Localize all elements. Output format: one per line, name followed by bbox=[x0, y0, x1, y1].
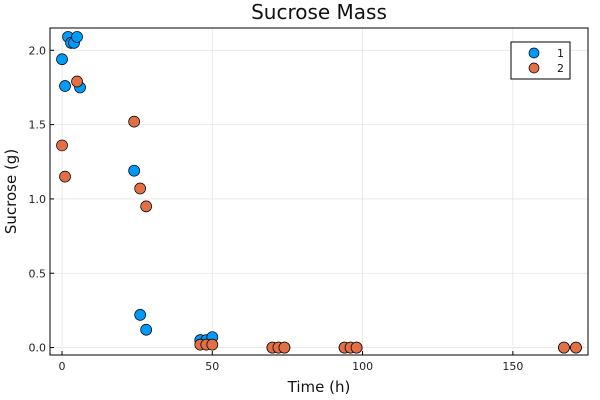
series-2-point bbox=[570, 341, 582, 354]
data-points bbox=[56, 31, 582, 354]
x-tick-label: 100 bbox=[352, 360, 373, 373]
plot-frame bbox=[49, 27, 589, 356]
y-tick-label: 2.0 bbox=[29, 44, 47, 57]
series-2-point bbox=[558, 341, 570, 354]
series-2-point bbox=[71, 75, 83, 88]
x-axis-title: Time (h) bbox=[287, 378, 351, 396]
series-2-point bbox=[134, 182, 147, 195]
x-tick-label: 150 bbox=[502, 360, 523, 373]
series-2-point bbox=[140, 200, 153, 213]
series-1-point bbox=[140, 323, 153, 336]
x-tick-label: 0 bbox=[59, 360, 66, 373]
y-tick-label: 1.5 bbox=[29, 119, 47, 132]
series-2-point bbox=[278, 341, 291, 354]
legend-label-2: 2 bbox=[557, 62, 564, 75]
y-tick-label: 0.5 bbox=[29, 267, 47, 280]
y-axis-title: Sucrose (g) bbox=[2, 149, 20, 234]
series-2-point bbox=[350, 341, 363, 354]
series-1-point bbox=[56, 53, 68, 66]
series-2-point bbox=[128, 115, 141, 128]
axis-ticks: 0 50 100 150 0.0 0.5 1.0 1.5 2.0 bbox=[29, 44, 524, 373]
legend-label-1: 1 bbox=[557, 47, 564, 60]
series-2-point bbox=[206, 338, 219, 351]
grid bbox=[50, 28, 588, 355]
series-1-point bbox=[71, 31, 83, 43]
chart-title: Sucrose Mass bbox=[251, 0, 387, 24]
legend: 12 bbox=[510, 41, 571, 80]
legend-box bbox=[510, 41, 571, 80]
series-2-point bbox=[59, 170, 71, 183]
legend-marker-2 bbox=[528, 62, 540, 74]
x-tick-label: 50 bbox=[205, 360, 219, 373]
y-tick-label: 0.0 bbox=[29, 342, 47, 355]
series-1-point bbox=[128, 164, 141, 177]
series-1-point bbox=[59, 80, 71, 92]
series-2-point bbox=[56, 139, 68, 152]
series-1-point bbox=[134, 309, 147, 321]
legend-marker-1 bbox=[528, 47, 540, 59]
y-tick-label: 1.0 bbox=[29, 193, 47, 206]
